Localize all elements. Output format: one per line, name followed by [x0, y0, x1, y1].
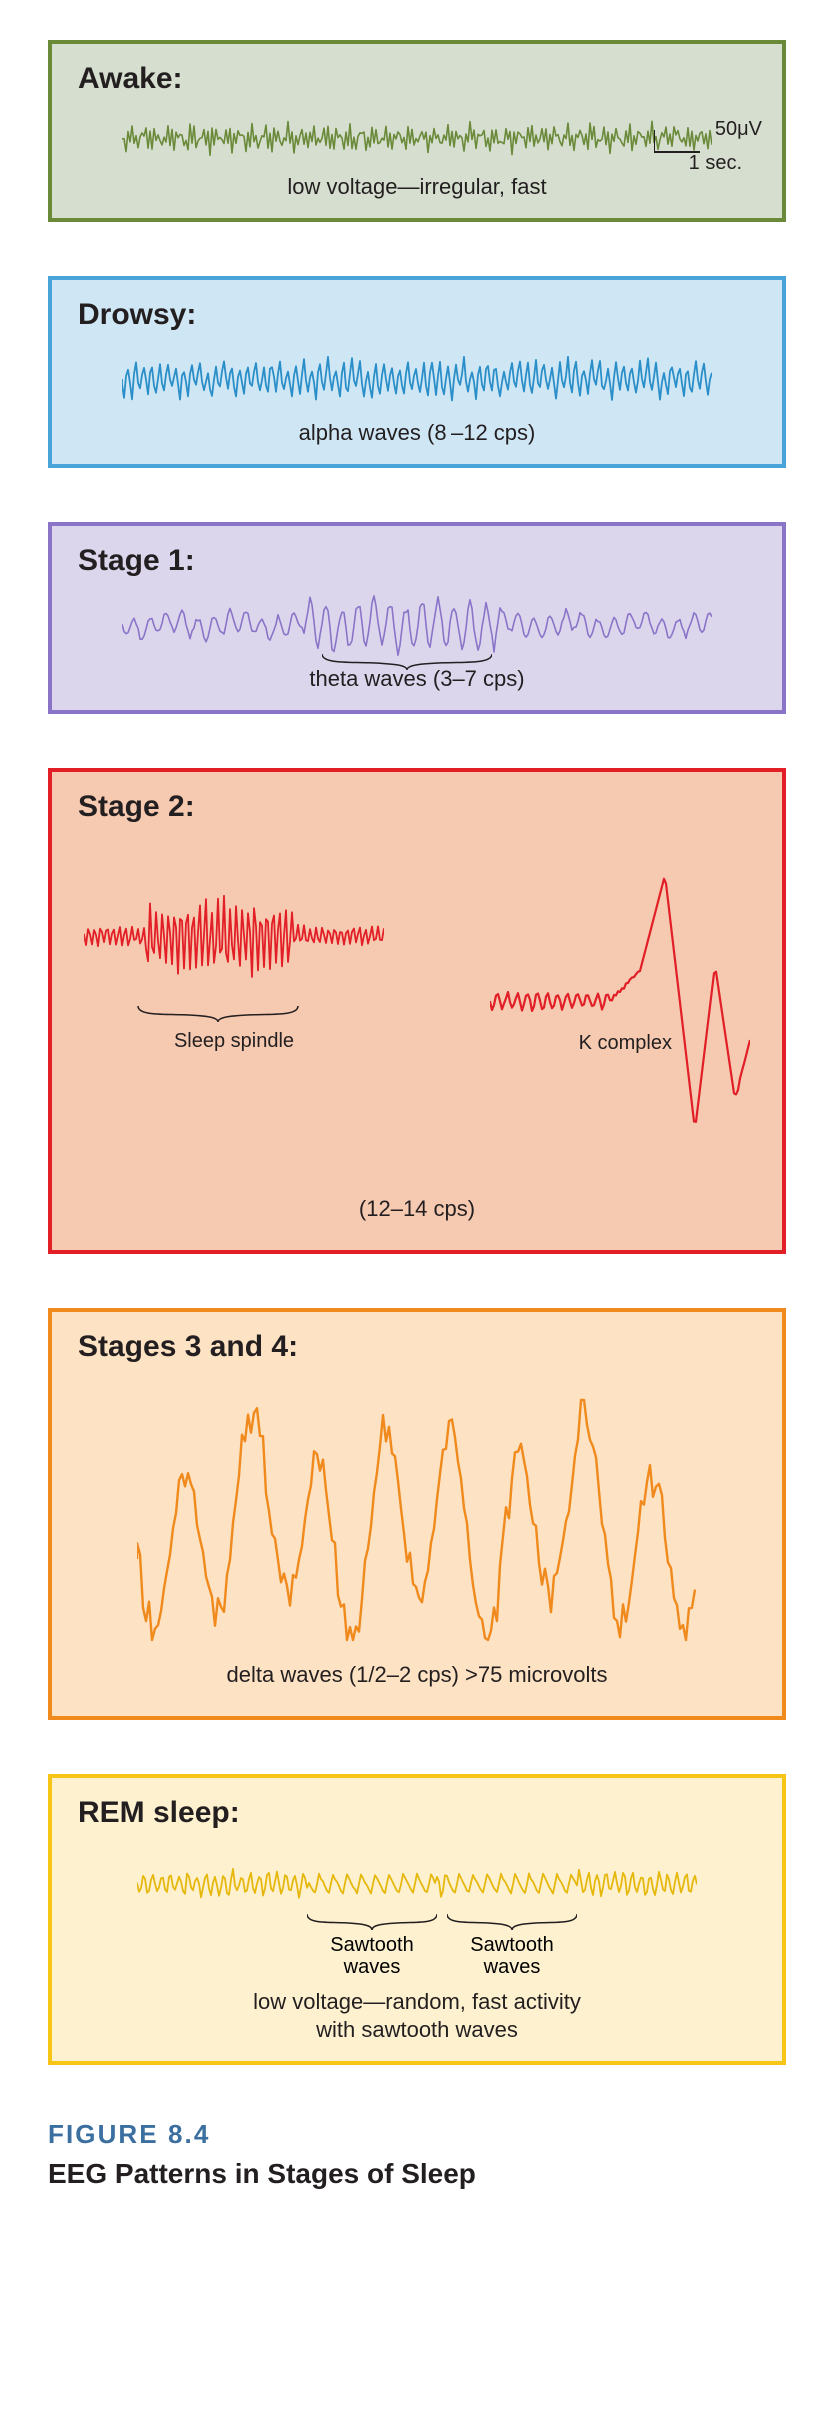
- rem-sawtooth-brace-1: [307, 1914, 437, 1936]
- panel-rem-title: REM sleep:: [78, 1796, 760, 1830]
- stage2-spindle-brace: [84, 1006, 384, 1028]
- rem-wave-holder: Sawtooth waves Sawtooth waves: [74, 1842, 760, 1984]
- panel-stage34: Stages 3 and 4: delta waves (1/2–2 cps) …: [48, 1308, 786, 1720]
- rem-caption: low voltage—random, fast activity with s…: [74, 1988, 760, 2043]
- panel-stage2-title: Stage 2:: [78, 790, 760, 824]
- rem-wave: [137, 1854, 697, 1914]
- awake-caption: low voltage—irregular, fast: [74, 174, 760, 200]
- stage2-kcomplex-label: K complex: [579, 1032, 672, 1055]
- stage2-right-col: [490, 866, 750, 1166]
- stage2-caption: (12–14 cps): [74, 1196, 760, 1222]
- stage34-wave-holder: [74, 1376, 760, 1656]
- rem-sawtooth-word-2b: waves: [484, 1956, 541, 1978]
- panel-rem: REM sleep: Sawtooth waves Sawtooth waves…: [48, 1774, 786, 2065]
- awake-scale-time: 1 sec.: [689, 152, 742, 175]
- panel-stage1-title: Stage 1:: [78, 544, 760, 578]
- panel-awake-title: Awake:: [78, 62, 760, 96]
- stage2-spindle-label: Sleep spindle: [84, 1030, 384, 1053]
- panel-stage2: Stage 2: Sleep spindle K complex (12–14 …: [48, 768, 786, 1254]
- drowsy-caption: alpha waves (8 –12 cps): [74, 420, 760, 446]
- stage2-left-col: Sleep spindle: [84, 866, 384, 1053]
- drowsy-wave: [122, 344, 712, 414]
- stage1-wave: [122, 590, 712, 660]
- rem-caption-line2: with sawtooth waves: [316, 2017, 518, 2042]
- stage34-caption: delta waves (1/2–2 cps) >75 microvolts: [74, 1662, 760, 1688]
- rem-sawtooth-label-1: Sawtooth waves: [322, 1934, 422, 1978]
- rem-sawtooth-label-2: Sawtooth waves: [462, 1934, 562, 1978]
- rem-caption-line1: low voltage—random, fast activity: [253, 1989, 581, 2014]
- drowsy-wave-holder: [74, 344, 760, 414]
- awake-wave-holder: 50μV 1 sec.: [74, 108, 760, 168]
- stage1-theta-brace: [322, 654, 492, 676]
- rem-sawtooth-word-2a: Sawtooth: [470, 1934, 553, 1956]
- rem-sawtooth-brace-2: [447, 1914, 577, 1936]
- rem-sawtooth-word-1a: Sawtooth: [330, 1934, 413, 1956]
- stage2-spindle-wave: [84, 866, 384, 1006]
- stage34-wave: [137, 1386, 697, 1646]
- figure-number: FIGURE 8.4: [48, 2119, 786, 2150]
- awake-scale-voltage: 50μV: [715, 118, 762, 141]
- panel-awake: Awake: 50μV 1 sec. low voltage—irregular…: [48, 40, 786, 222]
- panel-stage34-title: Stages 3 and 4:: [78, 1330, 760, 1364]
- rem-sawtooth-word-1b: waves: [344, 1956, 401, 1978]
- panel-drowsy: Drowsy: alpha waves (8 –12 cps): [48, 276, 786, 468]
- stage1-wave-holder: [74, 590, 760, 660]
- panel-drowsy-title: Drowsy:: [78, 298, 760, 332]
- panel-stage1: Stage 1: theta waves (3–7 cps): [48, 522, 786, 714]
- awake-wave: [122, 108, 712, 168]
- figure-title: EEG Patterns in Stages of Sleep: [48, 2158, 786, 2190]
- stage2-kcomplex-wave: [490, 866, 750, 1166]
